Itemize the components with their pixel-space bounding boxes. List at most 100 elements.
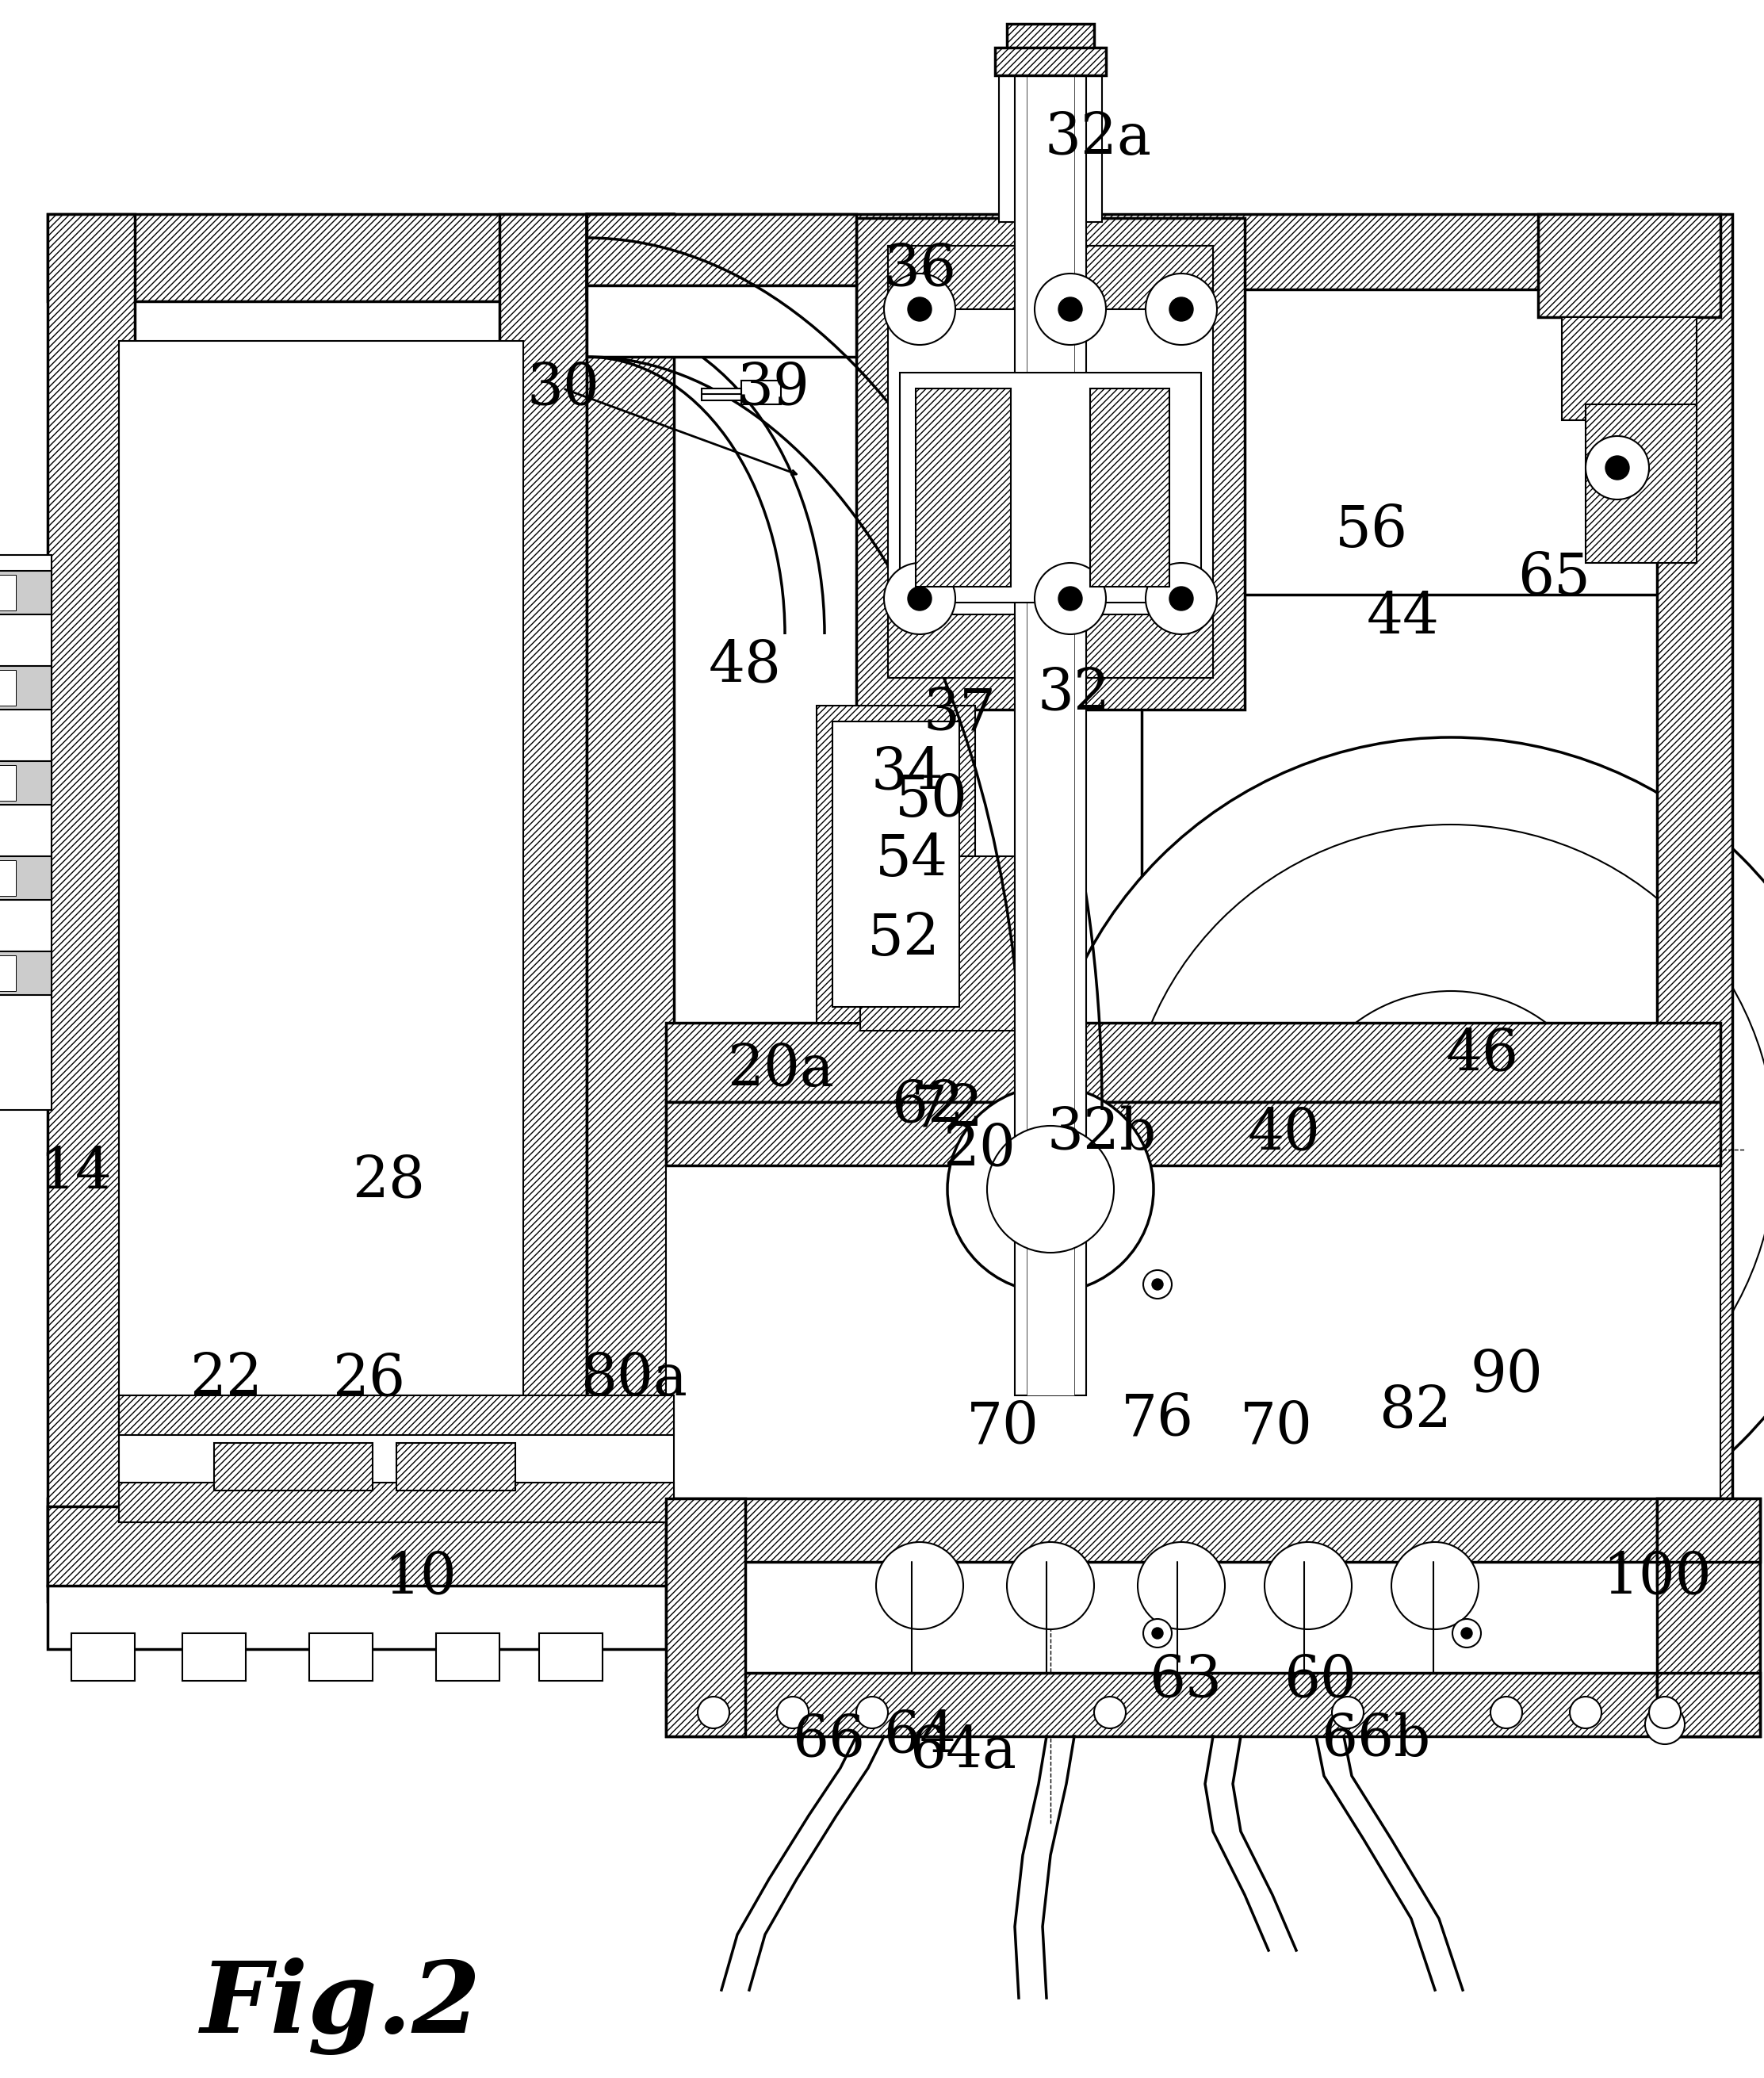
Bar [71,1633,134,1681]
Bar [118,1394,674,1436]
Bar [118,1482,674,1523]
Circle shape [884,563,956,634]
Text: 37: 37 [923,686,995,742]
Bar [0,856,51,900]
Text: 80a: 80a [580,1351,688,1407]
Bar [998,48,1102,222]
Text: 70: 70 [967,1398,1039,1455]
Bar [667,1498,744,1737]
Bar [1027,48,1074,1394]
Bar [0,956,16,991]
Bar [1007,23,1094,71]
Circle shape [1491,1696,1522,1729]
Text: 40: 40 [1247,1105,1321,1162]
Bar [48,214,134,1586]
Text: 82: 82 [1379,1384,1452,1440]
Circle shape [1039,738,1764,1563]
Bar [1090,389,1170,586]
Circle shape [988,1126,1113,1253]
Text: 14: 14 [39,1145,111,1201]
Circle shape [1392,1542,1478,1629]
Circle shape [1605,455,1630,480]
Circle shape [1145,563,1217,634]
Circle shape [947,1087,1154,1293]
Bar [900,372,1201,603]
Text: 20a: 20a [727,1043,834,1099]
Bar [1656,214,1732,1586]
Circle shape [884,274,956,345]
Text: 48: 48 [709,638,781,694]
Circle shape [1152,1278,1162,1290]
Bar [48,1586,667,1650]
Bar [118,341,524,1436]
Text: 66: 66 [792,1712,864,1768]
Bar [1656,1498,1760,1737]
Bar [0,669,16,707]
Text: 62: 62 [891,1078,965,1135]
Bar [887,615,1214,677]
Circle shape [908,297,931,322]
Circle shape [1570,1696,1602,1729]
Bar [856,218,1245,709]
Bar [916,389,1011,586]
Bar [1014,48,1087,1394]
Circle shape [1143,1619,1171,1648]
Circle shape [856,1696,887,1729]
Circle shape [1058,297,1081,322]
Bar [817,707,975,1022]
Circle shape [1152,1627,1162,1640]
Text: 34: 34 [871,746,944,800]
Bar [1586,405,1697,563]
Text: 65: 65 [1517,551,1591,607]
Bar [667,1498,1720,1563]
Circle shape [1293,991,1609,1309]
Text: 52: 52 [868,912,940,968]
Text: 20: 20 [942,1122,1016,1178]
Bar [0,571,51,615]
Bar [118,1394,674,1523]
Bar [887,245,1214,677]
Bar [309,1633,372,1681]
Circle shape [1646,1704,1685,1743]
Circle shape [1143,1270,1171,1299]
Bar [397,1442,515,1490]
Bar [0,952,51,995]
Text: 63: 63 [1148,1652,1222,1708]
Text: 64: 64 [884,1708,956,1764]
Text: 46: 46 [1446,1027,1519,1083]
Bar [667,1673,1720,1737]
Bar [182,1633,245,1681]
Circle shape [1265,1542,1351,1629]
Bar [887,245,1214,310]
Text: 32: 32 [1037,665,1111,721]
Circle shape [1332,1696,1364,1729]
Bar [667,1563,1720,1673]
Bar [1561,318,1697,420]
Circle shape [1649,1696,1681,1729]
Text: 50: 50 [894,773,968,829]
Circle shape [1170,297,1192,322]
Bar [540,1633,603,1681]
Circle shape [1138,1542,1224,1629]
Bar [48,1498,587,1586]
Bar [0,555,51,1110]
Text: 44: 44 [1367,590,1439,646]
Circle shape [1007,1542,1094,1629]
Text: 66b: 66b [1321,1712,1431,1768]
Bar [1141,594,1720,1704]
Text: 70: 70 [1240,1398,1312,1455]
Bar [48,1507,667,1602]
Circle shape [1125,825,1764,1475]
Text: 22: 22 [189,1351,263,1407]
Circle shape [776,1696,808,1729]
Bar [667,1101,1720,1149]
Bar [741,380,781,405]
Circle shape [1035,563,1106,634]
Bar [0,761,51,804]
Text: 28: 28 [353,1153,425,1209]
Circle shape [699,1696,729,1729]
Text: 39: 39 [737,359,810,416]
Bar [861,856,1051,1031]
Circle shape [908,586,931,611]
Text: 10: 10 [385,1550,457,1606]
